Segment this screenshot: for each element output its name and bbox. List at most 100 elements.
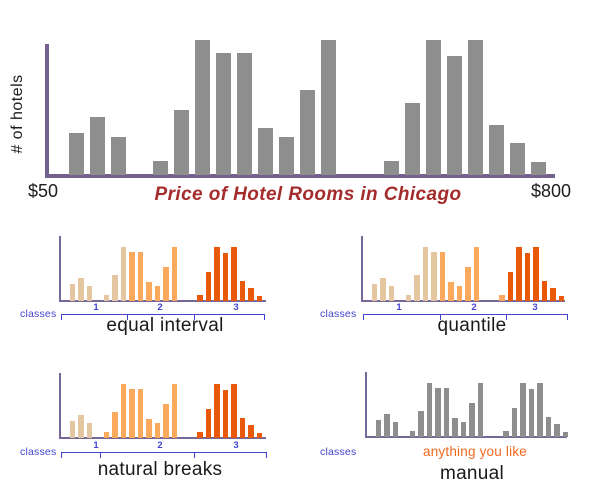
y-axis-line bbox=[365, 372, 367, 438]
histogram-bar-class-0 bbox=[426, 382, 433, 437]
y-axis-line bbox=[59, 236, 61, 302]
histogram-bar-class-2 bbox=[499, 294, 505, 301]
histogram-bar-class-2 bbox=[103, 431, 110, 438]
histogram-bar-class-0 bbox=[545, 416, 552, 437]
histogram-bar-class-0 bbox=[554, 423, 560, 437]
main-histogram-bar bbox=[195, 40, 210, 175]
class-number: 3 bbox=[532, 302, 538, 313]
main-histogram-bar bbox=[258, 128, 273, 175]
histogram-bar-class-1 bbox=[112, 274, 118, 301]
main-histogram-bar bbox=[468, 40, 483, 175]
classes-label: classes bbox=[20, 445, 57, 458]
main-histogram-bar bbox=[426, 40, 441, 175]
classes-bracket-tick bbox=[363, 313, 365, 320]
small-chart-title: equal interval bbox=[106, 315, 224, 336]
histogram-bar-class-2 bbox=[146, 418, 152, 438]
histogram-bar-class-2 bbox=[456, 285, 463, 301]
histogram-bar-class-0 bbox=[460, 421, 467, 437]
classes-bracket-tick bbox=[193, 313, 195, 320]
main-histogram-bar bbox=[279, 137, 294, 175]
histogram-bar-class-1 bbox=[405, 294, 412, 301]
histogram-bar-class-3 bbox=[197, 431, 203, 438]
chart-title: Price of Hotel Rooms in Chicago bbox=[154, 184, 462, 205]
histogram-bar-class-3 bbox=[214, 383, 220, 438]
classes-bracket-tick bbox=[61, 313, 63, 320]
y-axis-line bbox=[361, 236, 363, 302]
histogram-bar-class-1 bbox=[78, 277, 84, 301]
histogram-bar-class-3 bbox=[248, 287, 254, 301]
histogram-bar-class-3 bbox=[222, 389, 229, 438]
class-number: 1 bbox=[396, 302, 402, 313]
main-histogram-bar bbox=[90, 117, 105, 175]
histogram-bar-class-0 bbox=[537, 382, 543, 437]
classes-bracket-line bbox=[61, 313, 265, 315]
histogram-bar-class-2 bbox=[129, 388, 135, 438]
class-number: 3 bbox=[233, 302, 239, 313]
classes-label: classes bbox=[320, 446, 357, 458]
histogram-bar-class-3 bbox=[256, 295, 263, 301]
histogram-bar-class-3 bbox=[239, 417, 246, 438]
classes-bracket-line bbox=[61, 451, 267, 453]
class-number: 2 bbox=[157, 440, 163, 451]
histogram-bar-class-1 bbox=[422, 246, 429, 301]
main-histogram-bar bbox=[384, 161, 399, 175]
histogram-bar-class-2 bbox=[171, 383, 178, 438]
class-number: 1 bbox=[93, 302, 99, 313]
x-axis-line bbox=[45, 174, 555, 178]
main-histogram-bar bbox=[174, 110, 189, 175]
y-axis-line bbox=[45, 44, 49, 178]
x-axis-line bbox=[365, 436, 567, 438]
main-histogram-bar bbox=[447, 56, 462, 175]
histogram-bar-class-3 bbox=[248, 424, 254, 438]
histogram-bar-class-2 bbox=[112, 411, 118, 438]
main-histogram-bar bbox=[300, 90, 315, 175]
histogram-bar-class-3 bbox=[550, 287, 556, 301]
classes-bracket-tick bbox=[100, 451, 102, 458]
histogram-bar-class-3 bbox=[507, 271, 514, 301]
small-chart-title: quantile bbox=[437, 315, 507, 336]
histogram-bar-class-0 bbox=[511, 407, 518, 437]
small-chart-title: manual bbox=[439, 463, 505, 484]
histogram-bar-class-2 bbox=[137, 388, 144, 438]
histogram-bar-class-2 bbox=[163, 403, 169, 438]
histogram-bar-class-3 bbox=[231, 383, 237, 438]
x-axis-line bbox=[59, 437, 266, 439]
histogram-bar-class-3 bbox=[222, 252, 229, 301]
histogram-bar-class-0 bbox=[409, 430, 416, 437]
histogram-bar-class-1 bbox=[371, 283, 378, 301]
histogram-bar-class-2 bbox=[137, 251, 144, 301]
main-histogram-bar bbox=[405, 103, 420, 175]
y-axis-line bbox=[59, 373, 61, 439]
histogram-bar-class-0 bbox=[562, 431, 569, 437]
class-number: 2 bbox=[157, 302, 163, 313]
manual-note-text: anything you like bbox=[423, 444, 527, 459]
histogram-bar-class-0 bbox=[452, 417, 458, 437]
classes-bracket-tick bbox=[505, 313, 507, 320]
histogram-bar-class-3 bbox=[205, 271, 212, 301]
histogram-bar-class-1 bbox=[103, 294, 110, 301]
x-axis-line bbox=[361, 300, 565, 302]
y-axis-label: # of hotels bbox=[9, 74, 26, 154]
classes-bracket-line bbox=[363, 313, 568, 315]
histogram-bar-class-2 bbox=[154, 285, 161, 301]
classes-bracket-tick bbox=[193, 451, 195, 458]
histogram-bar-class-3 bbox=[516, 246, 522, 301]
classes-bracket-tick bbox=[127, 313, 129, 320]
main-histogram-bar bbox=[153, 161, 168, 175]
histogram-bar-class-3 bbox=[256, 432, 263, 438]
histogram-bar-class-1 bbox=[120, 246, 127, 301]
histogram-bar-class-0 bbox=[443, 387, 450, 437]
classes-label: classes bbox=[320, 307, 357, 320]
main-histogram-bar bbox=[510, 143, 525, 175]
histogram-bar-class-1 bbox=[69, 283, 76, 301]
histogram-bar-class-1 bbox=[69, 420, 76, 438]
histogram-bar-class-3 bbox=[197, 294, 203, 301]
histogram-bar-class-3 bbox=[239, 280, 246, 301]
classes-label: classes bbox=[20, 307, 57, 320]
histogram-bar-class-2 bbox=[448, 281, 454, 301]
main-histogram-bar bbox=[489, 125, 504, 175]
class-number: 1 bbox=[93, 440, 99, 451]
classes-bracket-tick bbox=[61, 451, 63, 458]
histogram-bar-class-0 bbox=[392, 421, 399, 437]
